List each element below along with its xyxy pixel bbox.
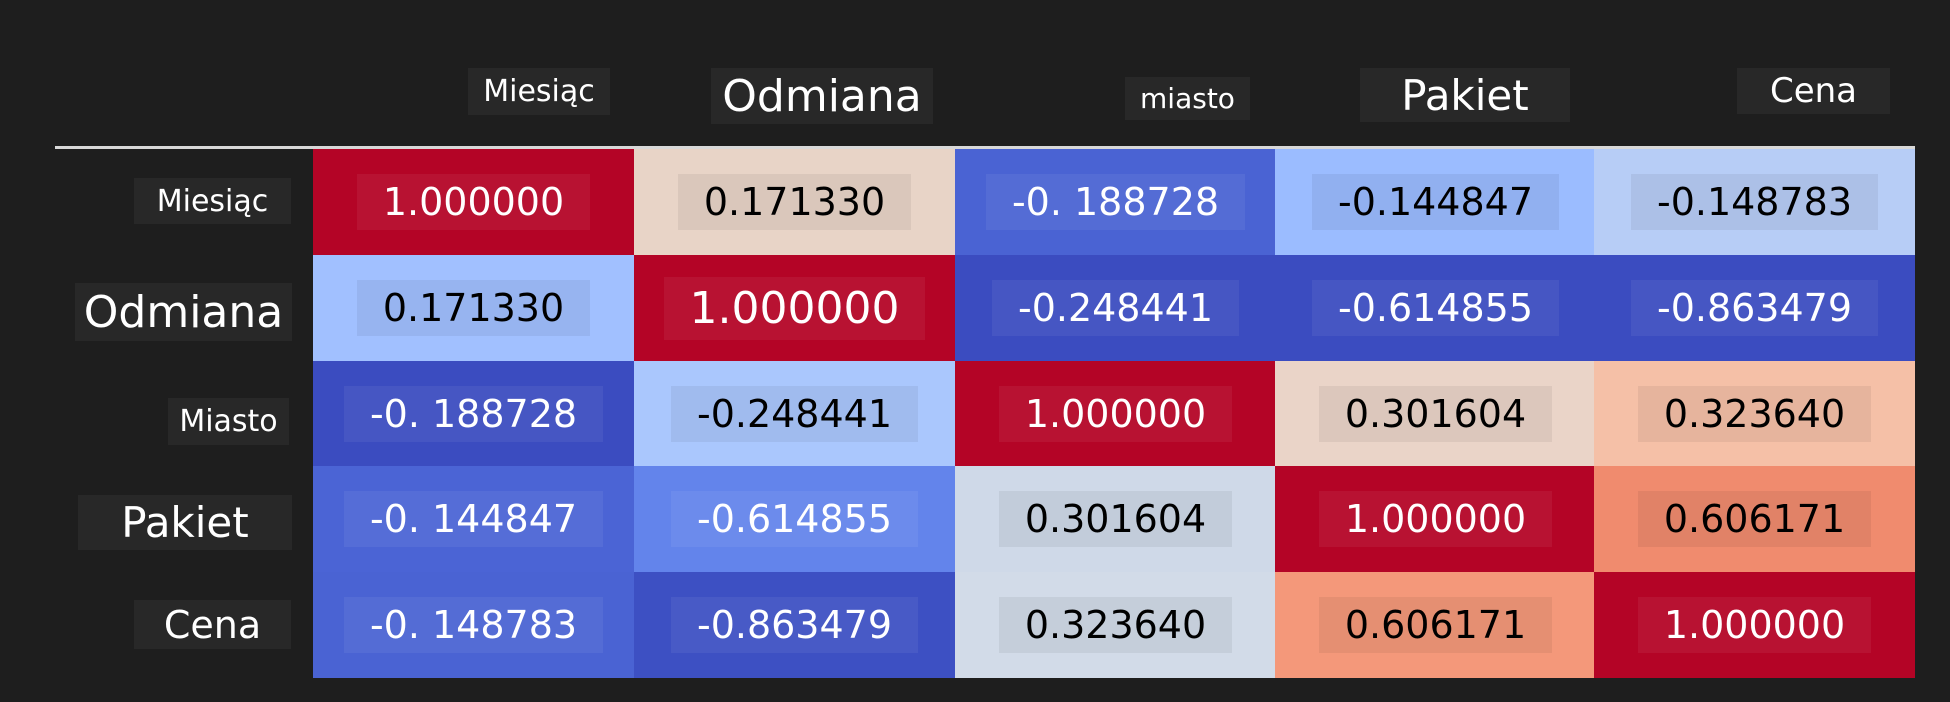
- heatmap-cell: 0.323640: [1594, 361, 1915, 467]
- heatmap-cell: 0.606171: [1594, 466, 1915, 572]
- heatmap-cell: 0.323640: [955, 572, 1276, 678]
- heatmap-cell: -0. 148783: [313, 572, 634, 678]
- cell-value: 1.000000: [663, 276, 926, 340]
- cell-value: 1.000000: [1637, 597, 1872, 653]
- heatmap-cell: -0.863479: [634, 572, 955, 678]
- column-header: miasto: [1125, 77, 1250, 120]
- row-header: Miesiąc: [134, 178, 291, 224]
- cell-value: 1.000000: [1318, 491, 1553, 547]
- heatmap-cell: -0.144847: [1275, 149, 1596, 255]
- cell-value: 0.301604: [998, 491, 1233, 547]
- cell-value: 0.606171: [1637, 491, 1872, 547]
- cell-value: -0. 188728: [985, 174, 1246, 230]
- heatmap-cell: 0.606171: [1275, 572, 1596, 678]
- column-header: Miesiąc: [468, 68, 610, 115]
- heatmap-cell: -0.863479: [1594, 255, 1915, 361]
- heatmap-cell: -0.614855: [634, 466, 955, 572]
- cell-value: -0.144847: [1311, 174, 1560, 230]
- heatmap-cell: 1.000000: [313, 149, 634, 255]
- row-header: Miasto: [168, 398, 289, 445]
- cell-value: -0.863479: [670, 597, 919, 653]
- heatmap-cell: 0.301604: [1275, 361, 1596, 467]
- heatmap-cell: 0.301604: [955, 466, 1276, 572]
- cell-value: -0.248441: [670, 386, 919, 442]
- heatmap-cell: -0. 188728: [313, 361, 634, 467]
- row-header: Odmiana: [75, 283, 292, 341]
- column-header: Cena: [1737, 68, 1890, 114]
- heatmap-cell: -0.148783: [1594, 149, 1915, 255]
- cell-value: 0.171330: [356, 280, 591, 336]
- cell-value: 0.323640: [998, 597, 1233, 653]
- header-divider: [55, 146, 1915, 149]
- cell-value: -0.148783: [1630, 174, 1879, 230]
- cell-value: -0.614855: [670, 491, 919, 547]
- heatmap-cell: 1.000000: [1275, 466, 1596, 572]
- heatmap-cell: 0.171330: [313, 255, 634, 361]
- heatmap-cell: 1.000000: [1594, 572, 1915, 678]
- column-header: Pakiet: [1360, 68, 1570, 122]
- heatmap-cell: -0. 144847: [313, 466, 634, 572]
- column-header: Odmiana: [711, 68, 933, 124]
- cell-value: 0.171330: [677, 174, 912, 230]
- cell-value: -0.863479: [1630, 280, 1879, 336]
- heatmap-cell: 1.000000: [955, 361, 1276, 467]
- cell-value: -0. 188728: [343, 386, 604, 442]
- cell-value: 0.301604: [1318, 386, 1553, 442]
- cell-value: 0.323640: [1637, 386, 1872, 442]
- cell-value: -0. 148783: [343, 597, 604, 653]
- heatmap-cell: -0. 188728: [955, 149, 1276, 255]
- cell-value: -0.614855: [1311, 280, 1560, 336]
- cell-value: 1.000000: [356, 174, 591, 230]
- heatmap-cell: 1.000000: [634, 255, 955, 361]
- heatmap-cell: -0.248441: [634, 361, 955, 467]
- row-header: Pakiet: [78, 495, 292, 550]
- cell-value: 1.000000: [998, 386, 1233, 442]
- heatmap-cell: -0.248441: [955, 255, 1276, 361]
- heatmap-cell: 0.171330: [634, 149, 955, 255]
- cell-value: -0.248441: [991, 280, 1240, 336]
- cell-value: -0. 144847: [343, 491, 604, 547]
- row-header: Cena: [134, 600, 291, 649]
- cell-value: 0.606171: [1318, 597, 1553, 653]
- heatmap-cell: -0.614855: [1275, 255, 1596, 361]
